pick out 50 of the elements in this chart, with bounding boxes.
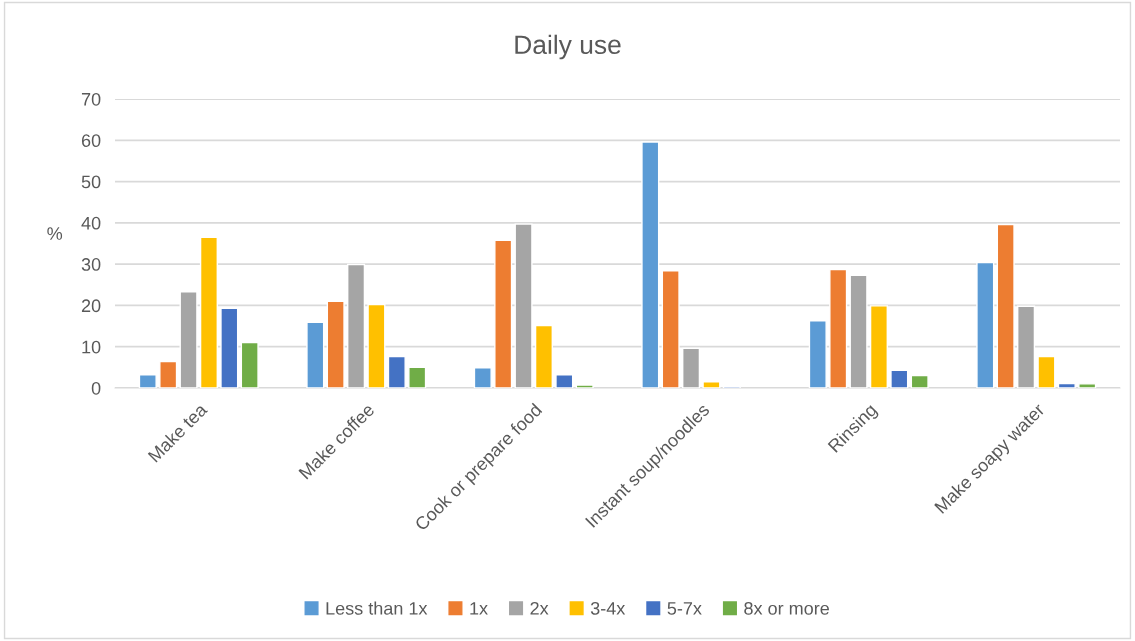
bar	[575, 384, 594, 388]
legend-label: Less than 1x	[326, 601, 428, 615]
bar	[306, 321, 325, 388]
y-tick-label: 20	[81, 299, 101, 313]
bar	[641, 141, 660, 388]
bar	[199, 236, 218, 388]
y-tick-label: 0	[91, 381, 101, 395]
bar	[849, 274, 868, 388]
bar	[1057, 382, 1076, 388]
bar	[240, 341, 259, 388]
bar	[387, 355, 406, 388]
bar	[220, 307, 239, 388]
bar	[1078, 383, 1097, 388]
legend-label: 2x	[530, 601, 549, 615]
y-tick-label: 50	[81, 175, 101, 189]
bar	[555, 374, 574, 388]
bar	[661, 270, 680, 388]
bar	[702, 381, 721, 388]
bar	[326, 300, 345, 388]
bar	[910, 374, 929, 388]
y-tick-label: 30	[81, 258, 101, 271]
bar	[534, 324, 553, 388]
bar	[514, 223, 533, 388]
bar	[494, 239, 513, 388]
y-tick-label: 70	[81, 92, 101, 106]
legend-label: 1x	[470, 602, 488, 615]
bar	[1017, 305, 1036, 388]
bar	[682, 347, 701, 388]
bar	[996, 223, 1015, 388]
legend-label: 8x or more	[744, 601, 829, 615]
legend-label: 3-4x	[590, 601, 626, 615]
bar	[890, 369, 909, 388]
bar	[976, 261, 995, 388]
bar	[179, 291, 198, 388]
bar	[347, 263, 366, 388]
bar	[869, 305, 888, 388]
bar	[829, 268, 848, 388]
bar	[473, 367, 492, 388]
bar	[408, 366, 427, 388]
bar	[159, 360, 178, 388]
y-tick-label: 60	[81, 134, 101, 148]
bar	[808, 320, 827, 388]
bar	[367, 303, 386, 388]
bar	[1037, 355, 1056, 388]
y-tick-label: 40	[81, 216, 101, 230]
chart-title: Daily use	[515, 34, 621, 60]
legend-label: 5-7x	[667, 602, 702, 615]
y-tick-label: 10	[82, 340, 101, 354]
bar	[138, 374, 157, 388]
y-axis-title: %	[47, 227, 63, 240]
